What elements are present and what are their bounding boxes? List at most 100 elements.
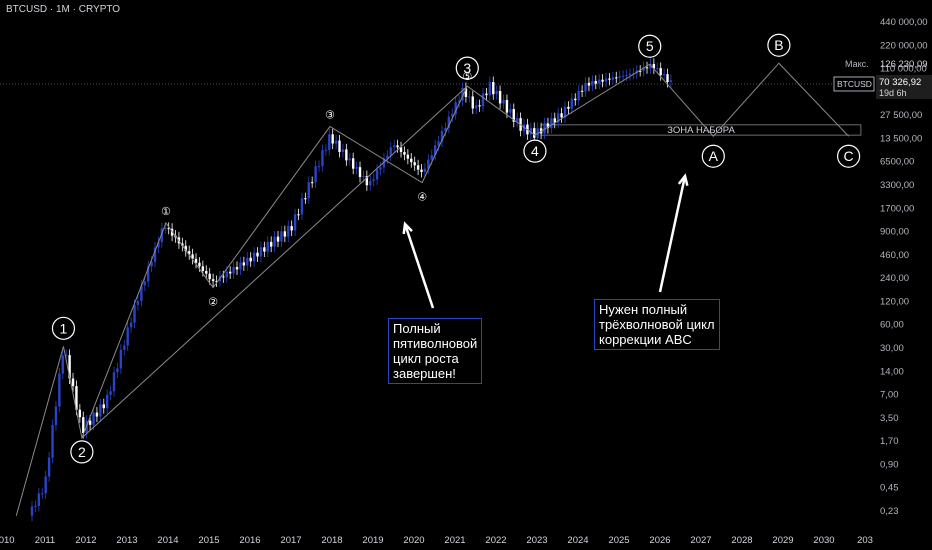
price-tick-label: 440 000,00	[880, 17, 928, 28]
candle-body	[331, 134, 334, 144]
candle-body	[505, 100, 509, 113]
candle-body	[365, 176, 369, 186]
candle-body	[423, 168, 427, 172]
candle-body	[584, 82, 587, 92]
candle-body	[618, 76, 621, 78]
price-tick-label: 900,00	[880, 227, 909, 238]
candle-body	[41, 493, 44, 495]
candle-body	[266, 241, 269, 252]
candle-body	[652, 63, 656, 69]
candle-body	[355, 167, 358, 169]
candle-body	[601, 79, 604, 82]
candle-body	[222, 276, 225, 278]
minor-wave-label: ②	[208, 296, 218, 309]
candle-body	[157, 242, 160, 248]
candle-body	[44, 476, 47, 494]
candle-body	[410, 158, 413, 163]
candle-body	[481, 93, 485, 107]
candle-body	[403, 152, 406, 155]
candle-body	[287, 226, 290, 237]
price-tick-label: 3,50	[880, 413, 899, 424]
candle-body	[126, 327, 129, 346]
candle-body	[297, 214, 300, 216]
candle-body	[82, 417, 85, 434]
candle-body	[164, 227, 167, 229]
symbol-tag-box	[833, 76, 875, 92]
candle-body	[515, 118, 519, 122]
candle-body	[37, 493, 41, 506]
candle-body	[239, 262, 242, 270]
candle-body	[413, 162, 416, 166]
price-tick-label: 240,00	[880, 273, 909, 284]
candle-body	[669, 80, 673, 82]
candle-body	[375, 169, 379, 180]
candle-body	[246, 257, 249, 266]
time-tick-label: 2012	[75, 535, 96, 546]
note-line: коррекции ABC	[599, 332, 692, 347]
candle-body	[235, 267, 239, 270]
countdown: 19d 6h	[879, 88, 907, 98]
candle-body	[358, 167, 362, 178]
candle-body	[464, 88, 468, 97]
time-tick-label: 2028	[731, 535, 752, 546]
candle-body	[382, 158, 386, 168]
candle-body	[611, 77, 615, 80]
price-tick-label: 0,45	[880, 483, 899, 494]
candle-body	[242, 262, 246, 266]
candle-body	[146, 266, 150, 282]
candle-body	[430, 155, 433, 160]
zone-label: ЗОНА НАБОРА	[667, 125, 735, 136]
candle-body	[427, 159, 430, 169]
candle-body	[396, 145, 399, 148]
candle-body	[256, 252, 259, 257]
candle-body	[379, 167, 382, 170]
candle-body	[362, 176, 365, 178]
candle-body	[61, 355, 64, 374]
candle-body	[30, 506, 34, 516]
candle-body	[649, 63, 652, 69]
candle-body	[447, 116, 451, 128]
candle-body	[198, 262, 201, 267]
candle-body	[71, 378, 75, 387]
candle-body	[556, 113, 560, 123]
candle-body	[300, 198, 304, 215]
candle-body	[389, 147, 392, 156]
candle-body	[194, 258, 198, 263]
arrow-wave4-head	[402, 221, 413, 235]
candle-body	[160, 228, 164, 243]
candle-body	[205, 270, 208, 274]
candle-body	[75, 386, 78, 410]
candle-body	[474, 105, 478, 109]
wave-label: 4	[531, 143, 539, 159]
time-tick-label: 2013	[116, 535, 137, 546]
candle-body	[95, 412, 99, 417]
candle-body	[386, 155, 389, 159]
price-tick-label: 220 000,00	[880, 40, 928, 51]
arrow-wave-a	[658, 175, 687, 293]
candle-body	[498, 91, 502, 104]
arrow-wave-a-head	[677, 173, 689, 187]
candle-body	[225, 271, 228, 278]
candle-body	[119, 349, 123, 369]
candle-body	[259, 247, 263, 257]
candle-body	[666, 74, 669, 82]
candle-body	[444, 127, 447, 131]
candle-body	[280, 231, 283, 242]
time-tick-label: 2026	[649, 535, 670, 546]
time-tick-label: 2010	[0, 535, 15, 546]
candle-body	[471, 96, 474, 109]
candle-body	[187, 251, 191, 255]
candle-body	[543, 123, 546, 134]
candle-body	[341, 149, 345, 152]
note-line: пятиволновой	[393, 336, 478, 351]
candle-body	[112, 372, 116, 392]
candle-body	[328, 134, 331, 150]
wave-label: 1	[60, 320, 68, 336]
candle-body	[567, 106, 570, 109]
candle-body	[345, 149, 348, 161]
price-tick-label: 1,70	[880, 436, 899, 447]
candle-body	[338, 140, 341, 152]
price-tick-label: 60,00	[880, 320, 904, 331]
candle-body	[105, 394, 109, 409]
